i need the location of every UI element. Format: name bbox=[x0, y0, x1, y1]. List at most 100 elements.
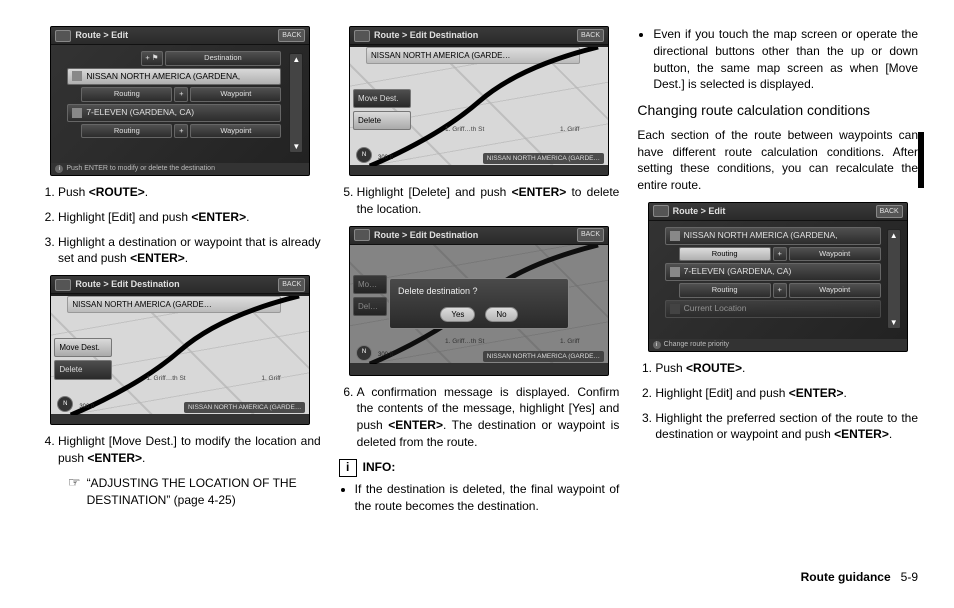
screenshot-title: Route > Edit bbox=[75, 29, 278, 42]
header-back-icon bbox=[55, 279, 71, 291]
destination-name-bar: NISSAN NORTH AMERICA (GARDE… bbox=[366, 47, 580, 64]
route-item-text: NISSAN NORTH AMERICA (GARDENA, bbox=[684, 230, 838, 242]
intro-paragraph: Each section of the route between waypoi… bbox=[637, 127, 918, 194]
routing-segment: Routing bbox=[679, 283, 771, 298]
header-back-icon bbox=[354, 30, 370, 42]
cross-reference: ☞ “ADJUSTING THE LOCATION OF THE DESTINA… bbox=[68, 475, 321, 509]
info-box-icon: i bbox=[339, 459, 357, 477]
step-4: Highlight [Move Dest.] to modify the loc… bbox=[58, 433, 321, 467]
step-list-b: Highlight [Move Dest.] to modify the loc… bbox=[58, 433, 321, 467]
street-label: 1. Griff bbox=[560, 125, 579, 134]
screenshot-title: Route > Edit bbox=[673, 205, 876, 218]
step-list-a: Push <ROUTE>. Highlight [Edit] and push … bbox=[58, 184, 321, 267]
info-glyph-icon: i bbox=[55, 165, 63, 173]
section-edge-tab bbox=[918, 132, 924, 188]
key-enter: <ENTER> bbox=[789, 386, 844, 400]
route-item-text: Current Location bbox=[684, 303, 747, 315]
destination-name-bar: NISSAN NORTH AMERICA (GARDE… bbox=[67, 296, 281, 313]
screenshot-header: Route > Edit BACK bbox=[649, 203, 907, 221]
add-destination-label: + ⚑ bbox=[141, 51, 162, 66]
move-dest-button: Move Dest. bbox=[353, 89, 411, 108]
step-list-e: Push <ROUTE>. Highlight [Edit] and push … bbox=[655, 360, 918, 443]
map-area: NISSAN NORTH AMERICA (GARDE… Move Dest. … bbox=[51, 296, 309, 414]
screenshot-footer bbox=[51, 414, 309, 425]
routing-segment-highlighted: Routing bbox=[679, 247, 771, 262]
screenshot-footer: i Push ENTER to modify or delete the des… bbox=[51, 163, 309, 175]
info-bullet: If the destination is deleted, the final… bbox=[355, 481, 620, 515]
street-label: 1. Griff bbox=[261, 374, 280, 383]
vehicle-icon bbox=[670, 304, 680, 314]
compass-icon: N bbox=[356, 147, 372, 163]
screenshot-header: Route > Edit Destination BACK bbox=[51, 276, 309, 294]
dialog-overlay: Delete destination ? Yes No bbox=[350, 245, 608, 363]
waypoint-flag-icon bbox=[72, 108, 82, 118]
header-back-icon bbox=[55, 30, 71, 42]
map-area: Mo… Del… 1. Griff…th St 1. Griff Delete … bbox=[350, 245, 608, 363]
screenshot-title: Route > Edit Destination bbox=[374, 229, 577, 242]
step-list-d: A confirmation message is displayed. Con… bbox=[357, 384, 620, 451]
move-dest-button: Move Dest. bbox=[54, 338, 112, 357]
back-button: BACK bbox=[278, 29, 305, 43]
screenshot-footer bbox=[350, 165, 608, 176]
street-label: 1. Griff…th St bbox=[445, 125, 484, 134]
compass-icon: N bbox=[57, 396, 73, 412]
route-list: ▲▼ NISSAN NORTH AMERICA (GARDENA, Routin… bbox=[649, 221, 907, 339]
step-5: Highlight [Delete] and push <ENTER> to d… bbox=[357, 184, 620, 218]
nav-screenshot-route-edit: Route > Edit BACK ▲▼ + ⚑ Destination NIS… bbox=[50, 26, 310, 176]
route-item: 7-ELEVEN (GARDENA, CA) bbox=[665, 263, 881, 281]
waypoint-segment: Waypoint bbox=[789, 247, 881, 262]
plus-segment: + bbox=[773, 283, 787, 298]
back-button: BACK bbox=[278, 278, 305, 292]
step-3: Highlight the preferred section of the r… bbox=[655, 410, 918, 444]
plus-segment: + bbox=[773, 247, 787, 262]
plus-segment: + bbox=[174, 87, 188, 102]
key-enter: <ENTER> bbox=[130, 251, 185, 265]
screenshot-title: Route > Edit Destination bbox=[374, 29, 577, 42]
back-button: BACK bbox=[577, 228, 604, 242]
key-enter: <ENTER> bbox=[191, 210, 246, 224]
dialog-message: Delete destination ? bbox=[398, 285, 560, 298]
delete-button: Delete bbox=[353, 111, 411, 130]
key-route: <ROUTE> bbox=[89, 185, 145, 199]
compass-icon: N bbox=[356, 345, 372, 361]
no-button: No bbox=[485, 307, 517, 322]
key-route: <ROUTE> bbox=[686, 361, 742, 375]
header-back-icon bbox=[354, 229, 370, 241]
map-scale: 300 ft bbox=[378, 351, 393, 359]
route-item-highlighted: NISSAN NORTH AMERICA (GARDENA, bbox=[67, 68, 281, 86]
step-3: Highlight a destination or waypoint that… bbox=[58, 234, 321, 268]
page-footer: Route guidance 5-9 bbox=[40, 570, 918, 584]
footer-page-number: 5-9 bbox=[901, 570, 918, 584]
step-2: Highlight [Edit] and push <ENTER>. bbox=[58, 209, 321, 226]
location-label: NISSAN NORTH AMERICA (GARDE… bbox=[483, 351, 604, 362]
step-list-c: Highlight [Delete] and push <ENTER> to d… bbox=[357, 184, 620, 218]
route-item-text: 7-ELEVEN (GARDENA, CA) bbox=[684, 266, 792, 278]
route-list: ▲▼ + ⚑ Destination NISSAN NORTH AMERICA … bbox=[51, 45, 309, 163]
continuation-bullets: Even if you touch the map screen or oper… bbox=[653, 26, 918, 93]
key-enter: <ENTER> bbox=[834, 427, 889, 441]
step-6: A confirmation message is displayed. Con… bbox=[357, 384, 620, 451]
yes-button: Yes bbox=[440, 307, 475, 322]
screenshot-title: Route > Edit Destination bbox=[75, 278, 278, 291]
location-label: NISSAN NORTH AMERICA (GARDE… bbox=[483, 153, 604, 164]
waypoint-segment: Waypoint bbox=[789, 283, 881, 298]
pointing-hand-icon: ☞ bbox=[68, 475, 81, 509]
step-1: Push <ROUTE>. bbox=[655, 360, 918, 377]
header-back-icon bbox=[653, 205, 669, 217]
step-1: Push <ROUTE>. bbox=[58, 184, 321, 201]
footer-hint: Change route priority bbox=[664, 340, 729, 350]
continuation-bullet: Even if you touch the map screen or oper… bbox=[653, 26, 918, 93]
screenshot-header: Route > Edit BACK bbox=[51, 27, 309, 45]
waypoint-flag-icon bbox=[670, 267, 680, 277]
footer-hint: Push ENTER to modify or delete the desti… bbox=[66, 164, 215, 174]
waypoint-segment: Waypoint bbox=[190, 124, 281, 139]
manual-page: Route > Edit BACK ▲▼ + ⚑ Destination NIS… bbox=[0, 0, 954, 608]
key-enter: <ENTER> bbox=[512, 185, 567, 199]
back-button: BACK bbox=[577, 29, 604, 43]
confirm-dialog: Delete destination ? Yes No bbox=[389, 278, 569, 330]
nav-screenshot-route-edit-routing: Route > Edit BACK ▲▼ NISSAN NORTH AMERIC… bbox=[648, 202, 908, 352]
street-label: 1. Griff…th St bbox=[146, 374, 185, 383]
side-menu: Move Dest. Delete bbox=[353, 89, 411, 133]
nav-screenshot-edit-destination-delete: Route > Edit Destination BACK NISSAN NOR… bbox=[349, 26, 609, 176]
footer-section-name: Route guidance bbox=[801, 570, 891, 584]
